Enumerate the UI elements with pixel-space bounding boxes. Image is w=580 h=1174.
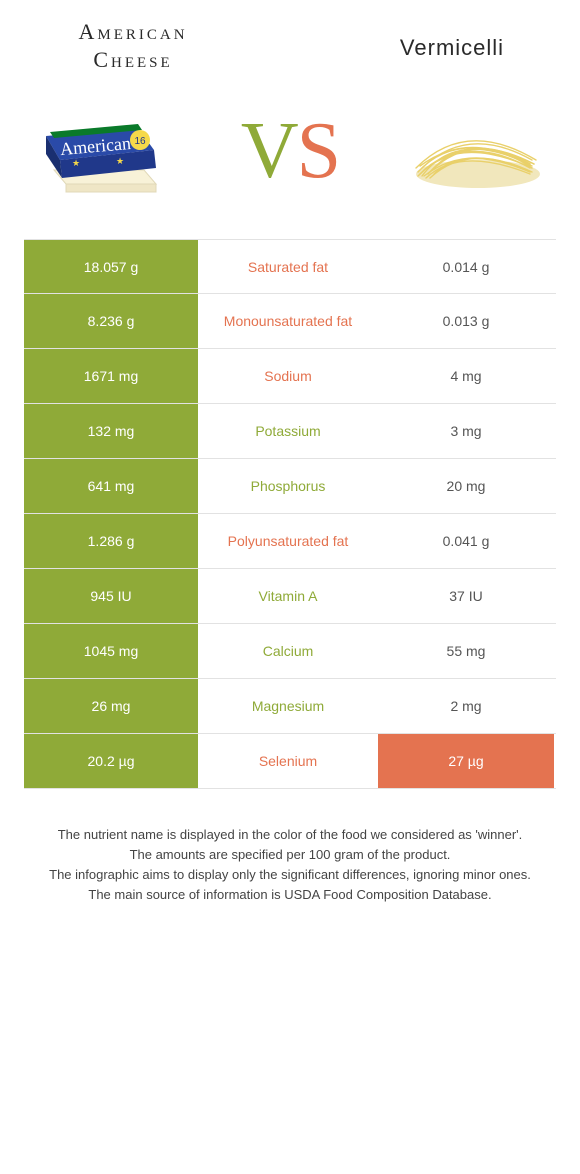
left-value: 1.286 g xyxy=(24,514,200,568)
left-value: 18.057 g xyxy=(24,240,200,293)
vs-label: VS xyxy=(241,111,339,191)
left-value: 132 mg xyxy=(24,404,200,458)
left-value: 945 IU xyxy=(24,569,200,623)
nutrient-label: Potassium xyxy=(200,404,378,458)
title-right: Vermicelli xyxy=(352,35,552,73)
nutrient-label: Sodium xyxy=(200,349,378,403)
title-left-line1: American xyxy=(78,19,187,44)
table-row: 641 mgPhosphorus20 mg xyxy=(24,459,556,514)
nutrient-label: Magnesium xyxy=(200,679,378,733)
nutrient-label: Vitamin A xyxy=(200,569,378,623)
right-value: 20 mg xyxy=(378,459,554,513)
right-value: 3 mg xyxy=(378,404,554,458)
right-value: 0.041 g xyxy=(378,514,554,568)
note-line: The infographic aims to display only the… xyxy=(32,865,548,885)
table-row: 8.236 gMonounsaturated fat0.013 g xyxy=(24,294,556,349)
nutrient-label: Selenium xyxy=(200,734,378,788)
nutrient-table: 18.057 gSaturated fat0.014 g8.236 gMonou… xyxy=(24,239,556,789)
hero-row: American ★ ★ 16 VS xyxy=(24,91,556,211)
right-value: 27 µg xyxy=(378,734,554,788)
vs-v: V xyxy=(241,107,297,195)
right-value: 55 mg xyxy=(378,624,554,678)
nutrient-label: Monounsaturated fat xyxy=(200,294,378,348)
table-row: 1671 mgSodium4 mg xyxy=(24,349,556,404)
table-row: 1.286 gPolyunsaturated fat0.041 g xyxy=(24,514,556,569)
table-row: 26 mgMagnesium2 mg xyxy=(24,679,556,734)
note-line: The nutrient name is displayed in the co… xyxy=(32,825,548,845)
right-value: 37 IU xyxy=(378,569,554,623)
cheese-image: American ★ ★ 16 xyxy=(30,91,180,211)
svg-text:16: 16 xyxy=(134,136,146,147)
nutrient-label: Phosphorus xyxy=(200,459,378,513)
notes: The nutrient name is displayed in the co… xyxy=(24,825,556,906)
right-value: 4 mg xyxy=(378,349,554,403)
left-value: 641 mg xyxy=(24,459,200,513)
left-value: 1045 mg xyxy=(24,624,200,678)
table-row: 20.2 µgSelenium27 µg xyxy=(24,734,556,789)
svg-text:★: ★ xyxy=(72,158,80,168)
table-row: 18.057 gSaturated fat0.014 g xyxy=(24,239,556,294)
comparison-titles: American Cheese Vermicelli xyxy=(24,18,556,73)
left-value: 20.2 µg xyxy=(24,734,200,788)
nutrient-label: Polyunsaturated fat xyxy=(200,514,378,568)
table-row: 1045 mgCalcium55 mg xyxy=(24,624,556,679)
right-value: 2 mg xyxy=(378,679,554,733)
left-value: 8.236 g xyxy=(24,294,200,348)
note-line: The main source of information is USDA F… xyxy=(32,885,548,905)
nutrient-label: Saturated fat xyxy=(200,240,378,293)
table-row: 132 mgPotassium3 mg xyxy=(24,404,556,459)
vs-s: S xyxy=(297,107,340,195)
svg-text:★: ★ xyxy=(116,156,124,166)
right-value: 0.014 g xyxy=(378,240,554,293)
title-left: American Cheese xyxy=(28,18,238,73)
title-left-line2: Cheese xyxy=(93,47,172,72)
vermicelli-image xyxy=(400,91,550,211)
left-value: 26 mg xyxy=(24,679,200,733)
table-row: 945 IUVitamin A37 IU xyxy=(24,569,556,624)
nutrient-label: Calcium xyxy=(200,624,378,678)
right-value: 0.013 g xyxy=(378,294,554,348)
left-value: 1671 mg xyxy=(24,349,200,403)
note-line: The amounts are specified per 100 gram o… xyxy=(32,845,548,865)
